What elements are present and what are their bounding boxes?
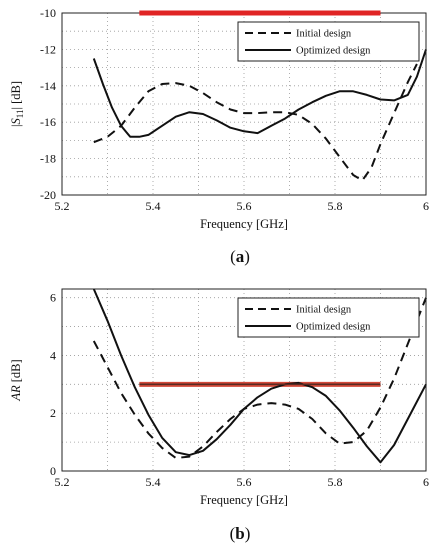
y-tick-label: -10 [40,6,56,20]
y-tick-label: -14 [40,79,56,93]
y-tick-label: 2 [50,406,56,420]
legend-b: Initial design Optimized design [237,297,420,338]
legend-box [237,21,420,62]
legend-box-b [237,297,420,338]
legend-a: Initial design Optimized design [237,21,420,62]
y-axis-label-a-post: | [dB] [9,81,23,110]
ticks-a: 5.2 5.4 5.6 5.8 6 -10 -12 -14 -16 -18 -20 [40,6,429,213]
panel-a: 5.2 5.4 5.6 5.8 6 -10 -12 -14 -16 -18 -20 Initial … [9,6,429,266]
x-tick-label: 5.4 [146,475,161,489]
x-tick-label: 5.4 [146,199,161,213]
y-tick-label: -12 [40,42,56,56]
series-group-b [92,288,427,464]
y-tick-label: 4 [50,348,56,362]
legend-label-optimized: Optimized design [296,46,371,57]
panel-b: 5.2 5.4 5.6 5.8 6 0 2 4 6 Initial design Optimiz… [9,288,429,543]
x-axis-label-a: Frequency [GHz] [200,217,288,231]
y-axis-label-b: AR [dB] [9,359,23,401]
series-line-optimized [92,49,427,138]
y-axis-label-a-pre: | [9,124,23,127]
y-axis-label-a: |S11| [dB] [9,81,25,127]
y-axis-label-b-post: [dB] [9,359,23,385]
x-tick-label: 5.6 [237,475,252,489]
y-tick-label: 6 [50,291,56,305]
x-tick-label: 5.2 [55,199,70,213]
panel-label-a: (a) [230,247,250,266]
x-tick-label: 5.8 [328,475,343,489]
y-tick-label: -20 [40,188,56,202]
y-axis-label-a-sub: 11 [15,110,25,119]
legend-label-initial-b: Initial design [296,305,352,316]
panel-label-b-letter: b [235,524,244,543]
x-tick-label: 5.2 [55,475,70,489]
y-axis-label-a-italic: S [9,117,23,124]
x-tick-label: 5.8 [328,199,343,213]
series-line-initial [93,63,418,182]
x-tick-label: 6 [423,199,429,213]
ticks-b: 5.2 5.4 5.6 5.8 6 0 2 4 6 [50,291,429,489]
x-axis-label-b: Frequency [GHz] [200,493,288,507]
panel-label-a-letter: a [236,247,245,266]
y-tick-label: 0 [50,464,56,478]
series-line-optimized [92,288,427,464]
legend-label-optimized-b: Optimized design [296,322,371,333]
legend-label-initial: Initial design [296,29,352,40]
y-tick-label: -18 [40,152,56,166]
x-tick-label: 6 [423,475,429,489]
panel-label-b: (b) [230,524,251,543]
x-tick-label: 5.6 [237,199,252,213]
series-group-a [92,49,427,182]
series-line-initial [92,297,427,459]
plot-frame-b [61,288,427,472]
y-tick-label: -16 [40,115,56,129]
y-axis-label-b-italic: AR [9,385,23,402]
